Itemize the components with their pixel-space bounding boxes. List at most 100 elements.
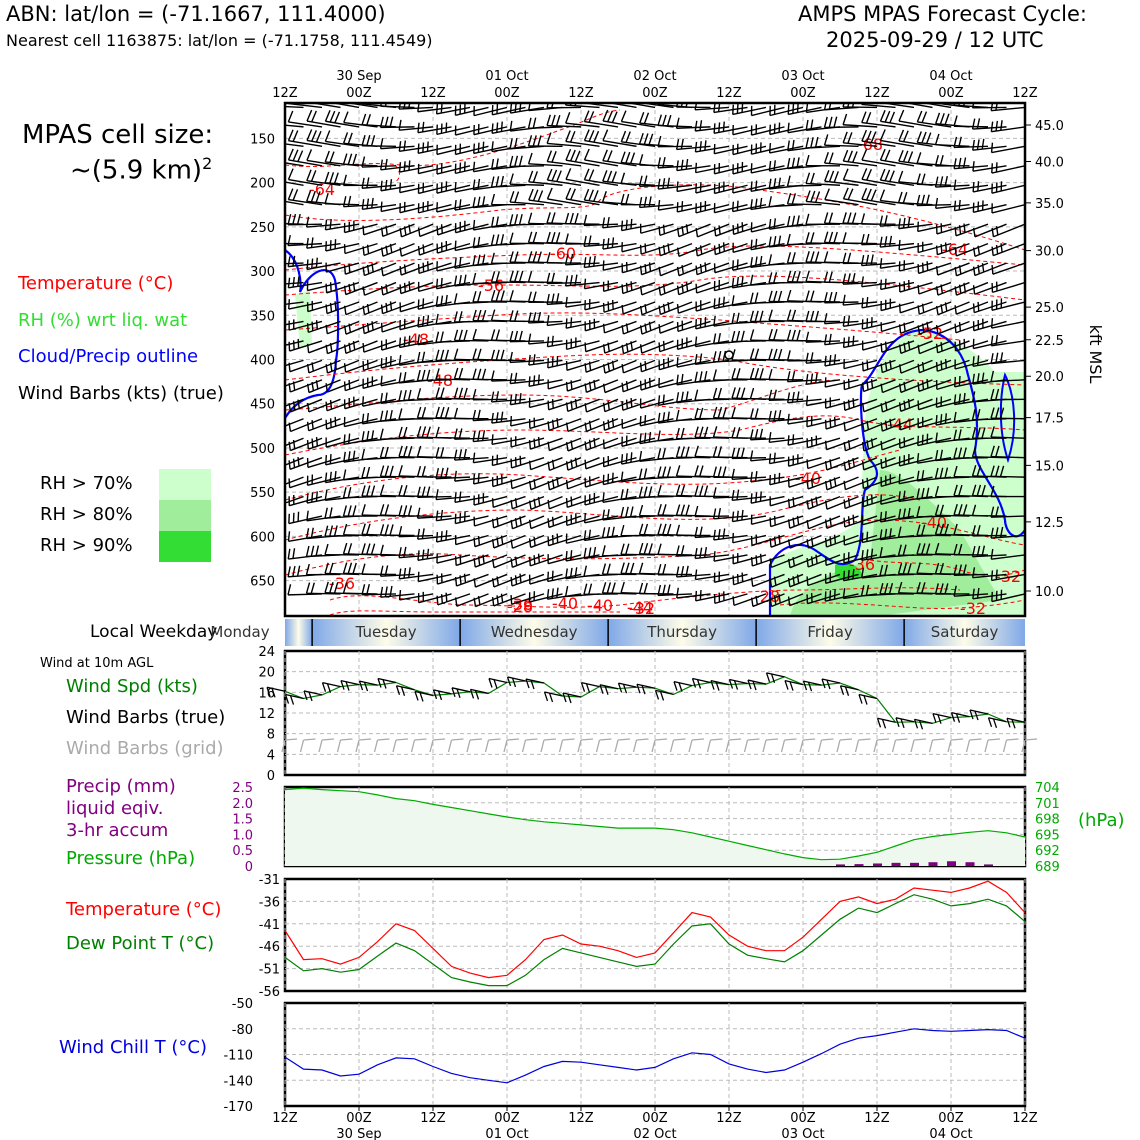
wind-barb-shaft <box>713 554 748 562</box>
bottom-time-label: 12Z <box>420 1111 446 1126</box>
wind-barb-flag <box>518 213 523 225</box>
wind-barb-flag <box>362 246 365 256</box>
wind-barb-shaft <box>567 398 600 413</box>
wind-barb-flag <box>861 479 865 489</box>
wind-barb-flag <box>842 294 846 306</box>
wind-barb-flag <box>472 431 476 442</box>
wind-barb-shaft <box>584 120 619 128</box>
wind-barb-flag <box>995 226 999 236</box>
wind-barb-shaft <box>530 515 563 530</box>
wind-barb-flag <box>292 213 297 225</box>
wind-barb-flag <box>630 103 632 104</box>
wind-barb <box>768 177 804 190</box>
wind-barb-flag <box>565 296 568 308</box>
wind-barb <box>694 140 730 153</box>
wind-barb <box>490 252 526 265</box>
wind-barb-shaft <box>919 320 952 335</box>
wind-barb-flag <box>403 282 407 293</box>
wind-barb-shaft <box>843 340 878 349</box>
wind-barb-flag <box>731 468 735 480</box>
wind-barb-shaft <box>714 184 748 195</box>
wind-barb <box>306 398 341 413</box>
wind-barb <box>324 543 360 556</box>
wind-barb-flag <box>829 479 833 489</box>
wind-barb-grid-shaft <box>414 738 427 741</box>
wind-barb-flag <box>366 303 370 313</box>
wind-barb-shaft <box>935 204 970 209</box>
wind-barb-flag <box>547 499 550 509</box>
wind-barb-flag <box>939 176 944 187</box>
wind-barb-flag <box>847 399 851 409</box>
wind-barb-shaft <box>436 554 471 564</box>
wind-barb-flag <box>917 284 920 295</box>
wind-barb-flag <box>389 116 394 128</box>
wind-barb-true-flag <box>802 680 808 691</box>
wind-barb-flag <box>379 565 384 577</box>
wind-barb-flag <box>703 426 709 438</box>
wind-barb <box>920 103 952 109</box>
wind-barb-flag <box>805 251 810 263</box>
wind-barb-grid <box>318 738 335 753</box>
wind-barb-shaft <box>861 178 896 186</box>
wind-barb-flag <box>583 583 588 595</box>
wind-barb-flag <box>768 178 772 190</box>
wind-barb-grid-shaft <box>765 738 779 741</box>
wind-barb-flag <box>754 310 759 322</box>
wind-barb-flag <box>666 177 671 189</box>
wind-barb-flag <box>823 231 829 243</box>
wind-barb-flag <box>976 139 980 150</box>
wind-barb-flag <box>907 103 910 104</box>
wind-barb-shaft <box>807 437 841 449</box>
kft-tick-label: 17.5 <box>1035 412 1064 427</box>
wind-barb-true-shaft <box>618 682 637 688</box>
wind-barb-grid-shaft <box>784 738 797 741</box>
wind-barb-flag <box>755 595 759 605</box>
wind-barb <box>602 492 637 503</box>
wind-barb-true-shaft <box>544 691 563 697</box>
wind-barb-flag <box>477 535 481 546</box>
precip-bar <box>910 862 919 866</box>
wind-barb-true-flag <box>747 679 752 690</box>
wind-barb-shaft <box>491 437 526 445</box>
wind-barb-flag <box>680 373 684 385</box>
bottom-date-label: 04 Oct <box>929 1127 972 1140</box>
wind-barb-flag <box>995 445 1000 457</box>
wind-barb-flag <box>851 103 855 108</box>
wind-barb-flag <box>796 215 800 226</box>
temp-tick-label: -51 <box>259 963 280 978</box>
wind-barb-shaft <box>918 262 952 275</box>
wind-barb <box>527 212 563 225</box>
wind-barb-flag <box>384 586 388 597</box>
wind-barb-flag <box>999 526 1004 538</box>
wind-barb-flag <box>325 364 329 374</box>
wind-barb-shaft <box>603 301 637 313</box>
wind-barb-flag <box>325 344 329 354</box>
wind-barb-flag <box>768 328 773 340</box>
wind-barb-true <box>969 709 989 721</box>
wind-barb-shaft <box>604 320 637 334</box>
wind-barb <box>768 235 804 248</box>
wind-barb <box>564 274 600 287</box>
wind-barb-flag <box>921 524 926 536</box>
wind-barb-flag <box>921 194 926 206</box>
wind-barb-flag <box>570 400 573 410</box>
wind-barb-flag <box>976 484 982 496</box>
wind-barb-flag <box>514 155 519 167</box>
wind-barb-flag <box>547 480 551 490</box>
wind-barb-flag <box>601 527 606 538</box>
wind-barb-flag <box>555 232 561 244</box>
wind-barb <box>806 515 841 530</box>
wind-barb-flag <box>644 323 648 333</box>
wind-barb-flag <box>417 143 420 154</box>
wind-barb-flag <box>824 334 828 345</box>
wind-barb <box>694 569 730 581</box>
wind-barb-flag <box>379 446 385 458</box>
wind-barb-flag <box>325 304 328 314</box>
wind-barb-flag <box>717 350 722 362</box>
wind-barb-shaft <box>972 165 1007 172</box>
wind-barb <box>453 348 489 362</box>
wind-barb <box>583 110 619 128</box>
wind-barb-flag <box>270 113 274 124</box>
wind-barb-flag <box>570 317 573 328</box>
wind-barb-shaft <box>824 359 859 367</box>
